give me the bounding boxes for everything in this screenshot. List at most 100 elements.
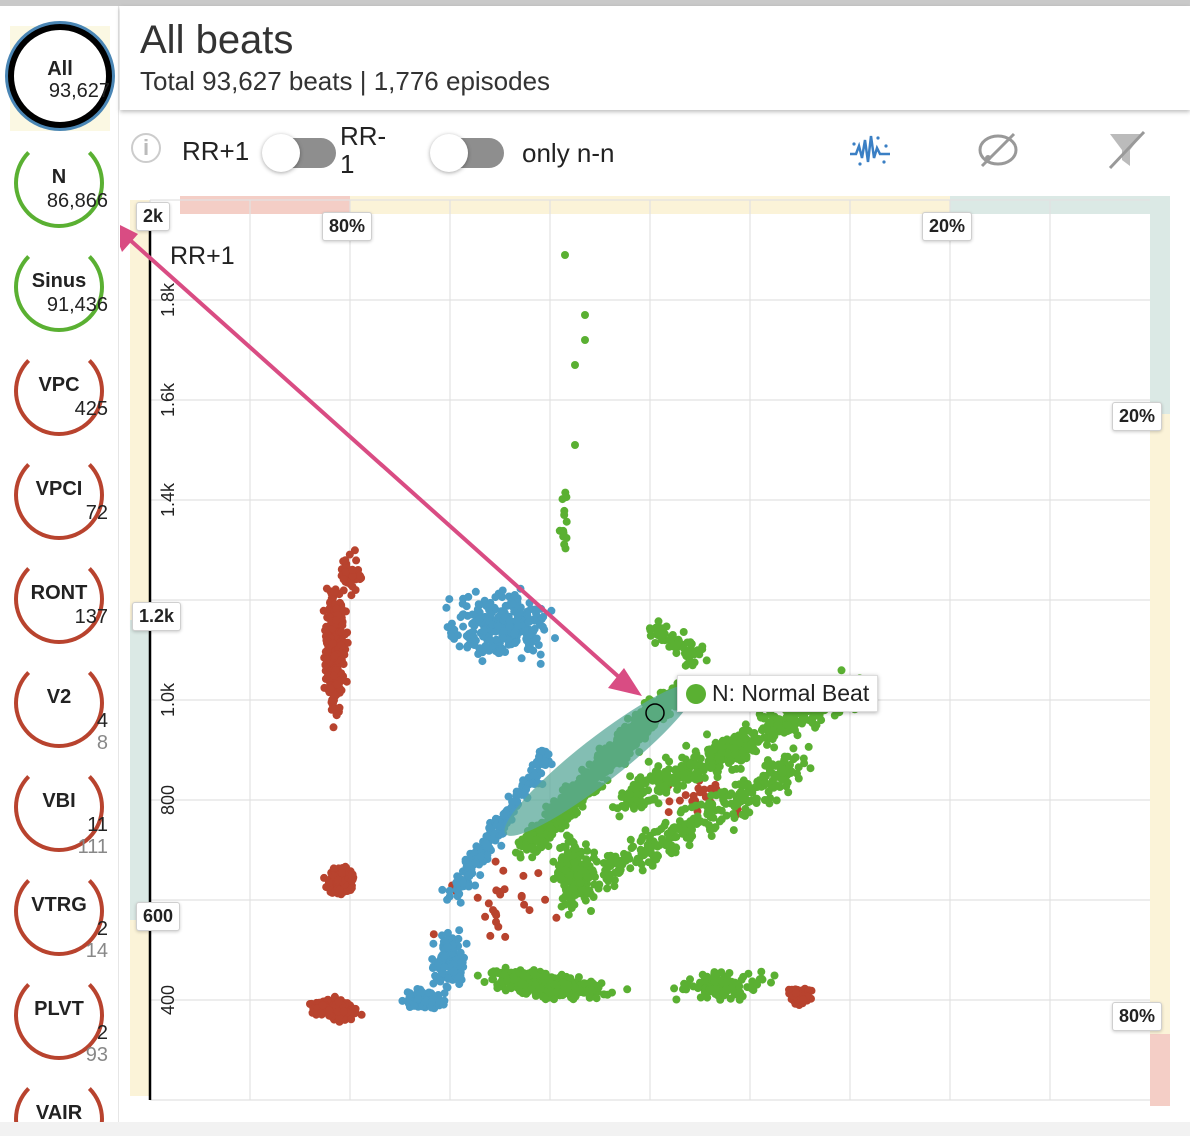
point-N (729, 826, 738, 835)
point-S (492, 635, 501, 644)
point-N (542, 972, 551, 981)
point-N (560, 506, 569, 515)
category-label: VAIR (35, 1102, 83, 1124)
point-N (731, 780, 740, 789)
point-V (329, 864, 338, 873)
category-plvt[interactable]: PLVT 2 93 (14, 970, 108, 1066)
annotation-arrow (128, 238, 622, 680)
point-V (339, 1007, 348, 1016)
point-S (498, 829, 507, 838)
category-ront[interactable]: RONT 137 (14, 554, 108, 644)
point-S (445, 892, 454, 901)
point-V (328, 639, 337, 648)
point-V (346, 580, 355, 589)
point-N (550, 995, 558, 1004)
tooltip-text: N: Normal Beat (712, 680, 870, 706)
category-secondary-count: 14 (85, 940, 108, 962)
point-N (777, 726, 786, 735)
category-all[interactable]: All 93,627 (8, 24, 112, 128)
point-V (357, 1010, 366, 1019)
point-S (529, 646, 538, 655)
point-N (812, 721, 821, 730)
point-N (567, 896, 576, 905)
point-S (453, 892, 462, 901)
scatter-plot[interactable]: 400 800 1.0k 1.4k 1.6k 1.8k (110, 190, 1190, 1136)
point-S (505, 616, 514, 625)
point-N (473, 971, 482, 980)
category-count: 93,627 (48, 80, 110, 102)
percent-tag-top-left: 80% (322, 212, 373, 241)
point-S (442, 603, 451, 612)
point-N (625, 854, 634, 863)
point-N (558, 894, 567, 903)
point-S (485, 824, 494, 832)
category-v2[interactable]: V2 4 8 (14, 658, 108, 754)
chart-toolbar: i RR+1 RR- 1 only n-n (120, 118, 1190, 188)
hide-icon[interactable] (976, 128, 1020, 172)
point-N (688, 658, 697, 667)
filter-off-icon[interactable] (1104, 128, 1148, 172)
point-S (486, 610, 495, 619)
point-N (645, 774, 654, 783)
point-S (474, 600, 483, 609)
point-N (698, 642, 707, 651)
toggle-knob (262, 134, 300, 172)
point-N (672, 649, 681, 658)
point-N (758, 975, 767, 984)
point-S (462, 939, 471, 948)
category-vbi[interactable]: VBI 11 111 (14, 762, 108, 858)
category-n[interactable]: N 86,866 (14, 138, 108, 228)
category-label: VTRG (31, 894, 87, 916)
category-vtrg[interactable]: VTRG 2 14 (14, 866, 108, 962)
point-N (789, 744, 798, 753)
point-S (536, 650, 545, 659)
toggle-knob (430, 134, 468, 172)
point-S (440, 963, 449, 972)
point-N (667, 849, 676, 858)
point-V (356, 571, 364, 580)
point-S (536, 659, 545, 668)
point-V (341, 567, 350, 576)
point-V (499, 866, 508, 875)
point-N (510, 975, 519, 984)
point-N (581, 311, 589, 319)
point-S (456, 898, 465, 907)
category-label: VPCI (35, 478, 83, 500)
point-N (588, 979, 597, 988)
point-N (597, 979, 606, 988)
point-V (329, 723, 338, 732)
point-N (672, 832, 681, 841)
category-sinus[interactable]: Sinus 91,436 (14, 242, 108, 332)
category-secondary-count: 111 (77, 836, 108, 858)
category-vpci[interactable]: VPCI 72 (14, 450, 108, 540)
point-V (330, 671, 338, 680)
waveform-icon[interactable] (848, 128, 892, 172)
y-tick-label: 1.6k (158, 382, 178, 417)
category-vpc[interactable]: VPC 425 (14, 346, 108, 436)
point-S (403, 988, 412, 997)
point-N (687, 803, 696, 812)
point-N (523, 833, 532, 842)
point-N (674, 637, 683, 645)
point-V (473, 893, 482, 902)
point-N (696, 993, 705, 1002)
point-S (536, 620, 544, 629)
point-V (330, 587, 339, 596)
category-count: 86,866 (46, 190, 108, 212)
point-N (646, 843, 655, 852)
point-N (673, 785, 682, 794)
point-S (544, 750, 553, 759)
point-N (626, 835, 635, 844)
point-N (799, 754, 808, 763)
toggle-only-nn[interactable] (430, 134, 504, 172)
point-N (686, 834, 694, 843)
point-S (486, 602, 495, 611)
point-N (711, 738, 720, 747)
toggle-rr-plus[interactable] (262, 134, 336, 172)
info-icon[interactable]: i (131, 133, 161, 163)
point-N (686, 760, 695, 769)
point-S (504, 792, 513, 801)
point-N (706, 825, 714, 834)
point-N (562, 493, 571, 502)
page-header: All beats Total 93,627 beats | 1,776 epi… (120, 6, 1190, 110)
